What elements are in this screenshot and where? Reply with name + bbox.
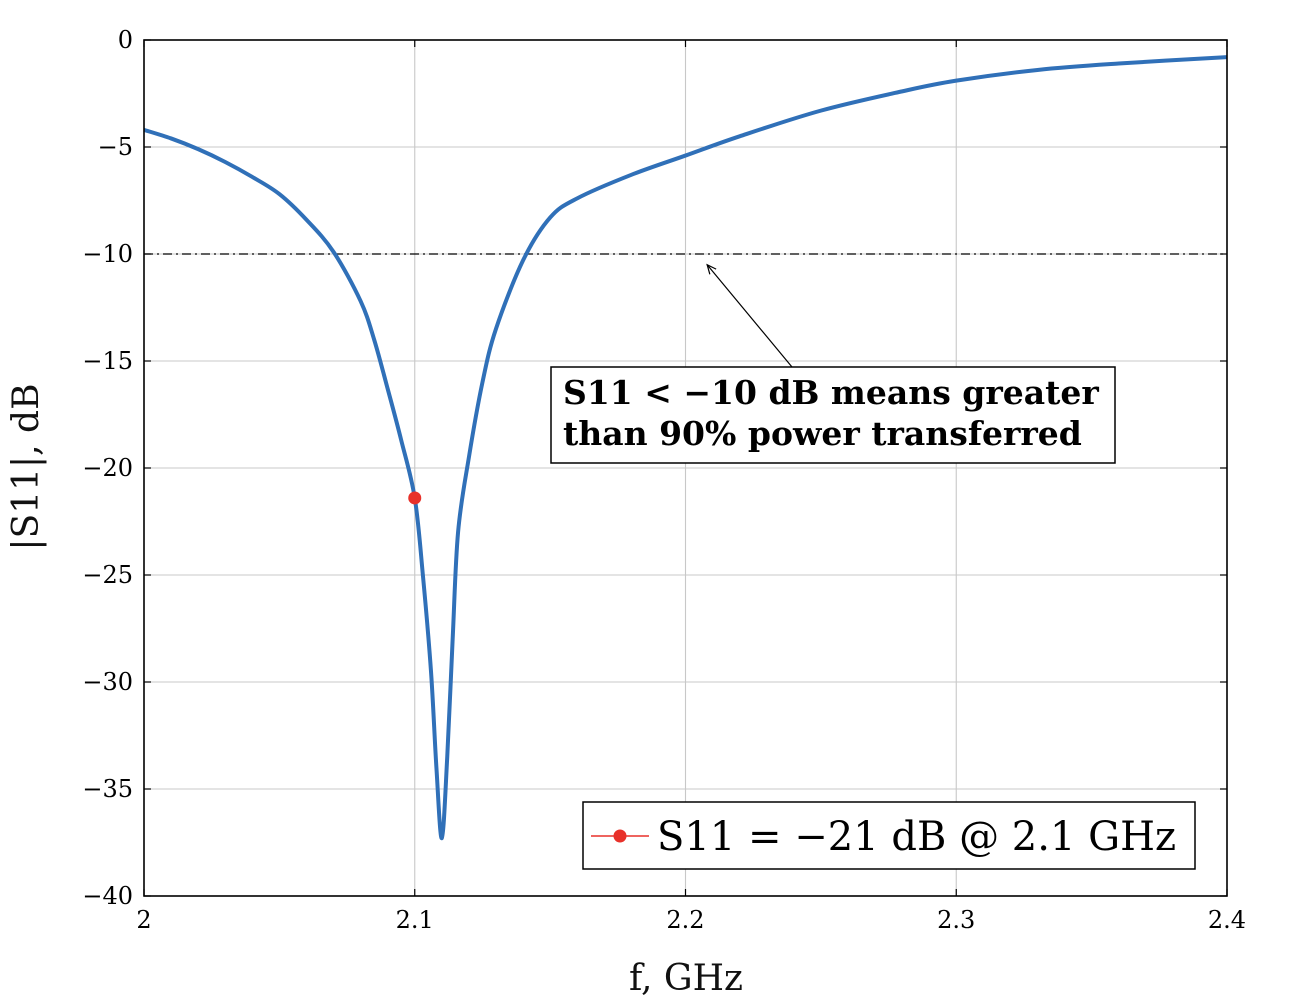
- x-tick-label: 2.3: [937, 906, 975, 934]
- annotation-arrow: [706, 264, 793, 368]
- legend-box: [582, 801, 1196, 870]
- x-tick-label: 2.1: [396, 906, 434, 934]
- series-group: [143, 55, 1228, 841]
- x-tick-label: 2: [136, 906, 151, 934]
- grid: [143, 39, 1228, 897]
- legend: S11 = −21 dB @ 2.1 GHz: [582, 801, 1196, 870]
- y-tick-label: −30: [82, 668, 133, 696]
- annotation: S11 < −10 dB means greater than 90% powe…: [550, 263, 1116, 464]
- y-tick-label: −25: [82, 561, 133, 589]
- annotation-line-2: than 90% power transferred: [563, 414, 1082, 453]
- x-tick-label: 2.2: [666, 906, 704, 934]
- series-line-s11: [143, 55, 1228, 841]
- annotation-box: [550, 366, 1116, 464]
- tick-labels: 2 2.1 2.2 2.3 2.4 0 −5 −10 −15 −20 −25 −30 −35 −40: [82, 26, 1246, 934]
- annotation-line-1: S11 < −10 dB means greater: [563, 373, 1099, 412]
- legend-label: S11 = −21 dB @ 2.1 GHz: [657, 814, 1176, 860]
- y-axis-title: |S11|, dB: [6, 383, 47, 550]
- marker-point: [408, 491, 422, 505]
- legend-marker-sample: [613, 829, 627, 843]
- annotation-arrowhead: [706, 263, 717, 275]
- y-tick-label: −15: [82, 347, 133, 375]
- ticks: [143, 39, 1228, 897]
- x-axis-title: f, GHz: [629, 958, 743, 999]
- marker-group: [408, 491, 422, 505]
- y-tick-label: 0: [118, 26, 133, 54]
- y-tick-label: −5: [98, 133, 133, 161]
- y-tick-label: −10: [82, 240, 133, 268]
- y-tick-label: −20: [82, 454, 133, 482]
- y-tick-label: −40: [82, 882, 133, 910]
- y-tick-label: −35: [82, 775, 133, 803]
- x-tick-label: 2.4: [1208, 906, 1246, 934]
